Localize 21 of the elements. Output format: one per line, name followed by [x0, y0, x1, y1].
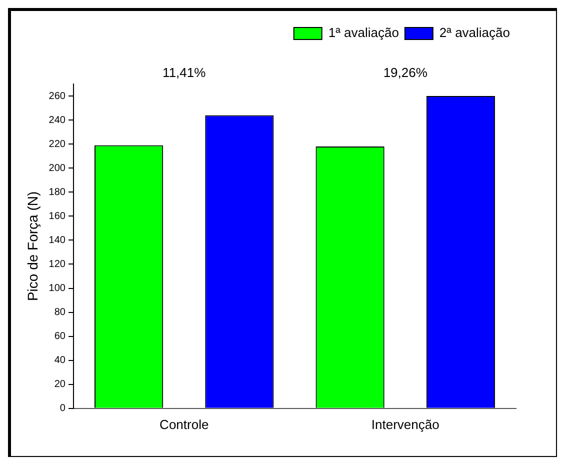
y-tick-label: 0	[60, 403, 66, 414]
text: 11,41%	[162, 65, 206, 80]
y-tick-label: 100	[48, 283, 66, 294]
y-tick-label: 220	[48, 138, 66, 150]
y-tick-label: 60	[54, 331, 66, 342]
y-tick-label: 240	[48, 114, 66, 126]
text: 19,26%	[383, 65, 428, 80]
y-tick-label: 20	[54, 379, 66, 390]
y-tick-label: 180	[48, 186, 66, 198]
x-tick-label: Intervenção	[371, 416, 440, 432]
y-tick-label: 120	[48, 258, 66, 270]
legend-label: 1ª avaliação	[328, 25, 399, 40]
y-tick-label: 200	[48, 162, 66, 174]
y-tick-label: 160	[48, 210, 66, 222]
y-axis-title: Pico de Força (N)	[24, 191, 40, 302]
x-tick-label: Controle	[160, 416, 209, 432]
legend-label: 2ª avaliação	[439, 25, 510, 40]
y-tick-label: 140	[48, 234, 66, 246]
y-tick-label: 260	[48, 90, 66, 102]
y-tick-label: 40	[54, 355, 66, 366]
y-tick-label: 80	[54, 307, 66, 318]
